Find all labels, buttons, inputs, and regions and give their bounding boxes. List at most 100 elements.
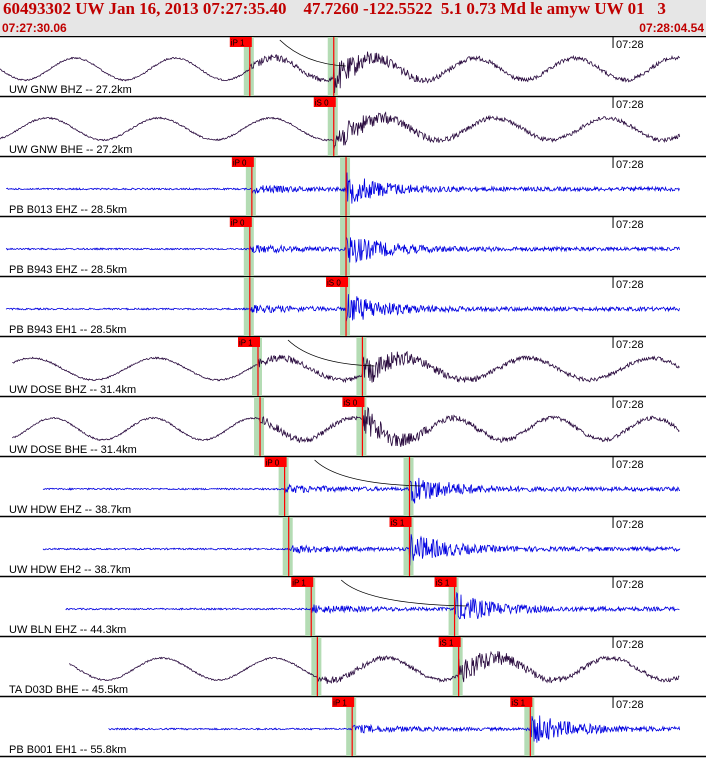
pick-zone [356, 337, 367, 396]
pick-zone [251, 337, 262, 396]
pick-label: iP 0 [231, 219, 245, 228]
pick-label-box [237, 337, 260, 347]
pick-zone [340, 157, 351, 216]
time-tick-label: 07:28 [616, 639, 644, 651]
time-tick-label: 07:28 [616, 279, 644, 291]
trace-panel-7: iP 0 07:28 UW HDW EHZ -- 38.7km [0, 457, 706, 518]
pick-zone [243, 277, 254, 336]
waveform-trace [0, 111, 681, 150]
time-tick-label: 07:28 [616, 339, 644, 351]
trace-panel-3: iP 0 07:28 PB B943 EHZ -- 28.5km [0, 217, 706, 278]
time-tick-label: 07:28 [616, 519, 644, 531]
coda-curve [314, 459, 422, 487]
pick-zone [327, 37, 338, 96]
coda-curve [340, 579, 467, 607]
seismogram-plot: iP 1 07:28 UW GNW BHZ -- 27.2km iS 0 07:28 UW… [0, 36, 706, 758]
pick-zone [340, 277, 351, 336]
waveform-trace [69, 650, 680, 684]
pick-label-box [229, 37, 252, 47]
pick-label: iS 1 [440, 639, 454, 648]
waveform-trace [12, 350, 680, 384]
trace-panel-8: iS 1 07:28 UW HDW EH2 -- 38.7km [0, 517, 706, 578]
time-tick-label: 07:28 [616, 219, 644, 231]
station-label: UW HDW EHZ -- 38.7km [9, 504, 131, 516]
start-time-label: 07:27:30.06 [2, 21, 67, 35]
header-bar: 60493302 UW Jan 16, 2013 07:27:35.40 47.… [0, 0, 706, 36]
pick-label-box [291, 577, 314, 587]
pick-label-box [332, 697, 355, 707]
time-tick-label: 07:28 [616, 459, 644, 471]
pick-label: iP 1 [292, 579, 306, 588]
station-label: PB B943 EHZ -- 28.5km [9, 264, 127, 276]
coda-curve [279, 39, 346, 67]
event-title: 60493302 UW Jan 16, 2013 07:27:35.40 47.… [3, 0, 666, 18]
station-label: UW DOSE BHZ -- 31.4km [9, 384, 136, 396]
station-label: UW DOSE BHE -- 31.4km [9, 444, 137, 456]
trace-panel-0: iP 1 07:28 UW GNW BHZ -- 27.2km [0, 37, 706, 98]
pick-label-box [342, 397, 365, 407]
pick-label: iS 0 [315, 99, 329, 108]
pick-zone [356, 397, 367, 456]
pick-label: iS 0 [343, 399, 357, 408]
time-tick-label: 07:28 [616, 99, 644, 111]
trace-panel-2: iP 0 07:28 PB B013 EHZ -- 28.5km [0, 157, 706, 218]
station-label: PB B013 EHZ -- 28.5km [9, 204, 127, 216]
pick-zone [340, 217, 351, 276]
pick-zone [311, 637, 322, 696]
time-tick-label: 07:28 [616, 399, 644, 411]
pick-label-box [231, 157, 254, 167]
pick-label: iP 0 [233, 159, 247, 168]
pick-label-box [510, 697, 533, 707]
pick-zone [452, 637, 463, 696]
pick-label: iP 1 [333, 699, 347, 708]
pick-label: iP 1 [239, 339, 253, 348]
waveform-trace [42, 534, 681, 566]
station-label: UW HDW EH2 -- 38.7km [9, 564, 131, 576]
waveform-trace [65, 591, 680, 620]
pick-zone [282, 517, 293, 576]
pick-label: iS 1 [391, 519, 405, 528]
pick-label: iP 1 [231, 39, 245, 48]
waveform-trace [6, 172, 680, 204]
pick-label: iS 1 [511, 699, 525, 708]
pick-zone [254, 397, 265, 456]
pick-label-box [438, 637, 461, 647]
pick-label-box [326, 277, 349, 287]
station-label: TA D03D BHE -- 45.5km [9, 684, 128, 696]
station-label: UW GNW BHE -- 27.2km [9, 144, 132, 156]
trace-panel-10: iS 1 07:28 TA D03D BHE -- 45.5km [0, 637, 706, 698]
pick-zone [448, 577, 459, 636]
end-time-label: 07:28:04.54 [639, 21, 704, 35]
trace-panel-6: iS 0 07:28 UW DOSE BHE -- 31.4km [0, 397, 706, 458]
pick-label: iP 0 [266, 459, 280, 468]
pick-zone [403, 517, 414, 576]
waveform-trace [5, 235, 680, 264]
time-tick-label: 07:28 [616, 699, 644, 711]
waveform-trace [108, 715, 681, 743]
waveform-trace [5, 294, 680, 322]
time-tick-label: 07:28 [616, 159, 644, 171]
pick-label-box [434, 577, 457, 587]
pick-zone [524, 697, 535, 756]
trace-panel-4: iS 0 07:28 PB B943 EH1 -- 28.5km [0, 277, 706, 338]
station-label: UW GNW BHZ -- 27.2km [9, 84, 132, 96]
station-label: UW BLN EHZ -- 44.3km [9, 624, 126, 636]
pick-zone [243, 217, 254, 276]
pick-zone [243, 37, 254, 96]
pick-label-box [389, 517, 412, 527]
station-label: PB B001 EH1 -- 55.8km [9, 744, 126, 756]
trace-panel-5: iP 1 07:28 UW DOSE BHZ -- 31.4km [0, 337, 706, 398]
pick-label-box [313, 97, 336, 107]
pick-zone [346, 697, 357, 756]
time-tick-label: 07:28 [616, 39, 644, 51]
trace-panel-9: iP 1 iS 1 07:28 UW BLN EHZ -- 44.3km [0, 577, 706, 638]
waveform-trace [12, 406, 680, 447]
station-label: PB B943 EH1 -- 28.5km [9, 324, 126, 336]
pick-label-box [264, 457, 287, 467]
waveform-trace [0, 51, 681, 94]
pick-zone [278, 457, 289, 516]
pick-zone [305, 577, 316, 636]
pick-label: iS 1 [436, 579, 450, 588]
pick-zone [245, 157, 256, 216]
pick-label: iS 0 [327, 279, 341, 288]
